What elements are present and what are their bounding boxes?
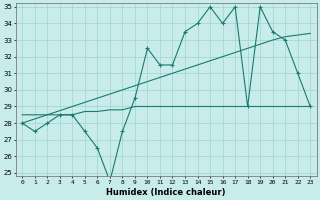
X-axis label: Humidex (Indice chaleur): Humidex (Indice chaleur) [107,188,226,197]
